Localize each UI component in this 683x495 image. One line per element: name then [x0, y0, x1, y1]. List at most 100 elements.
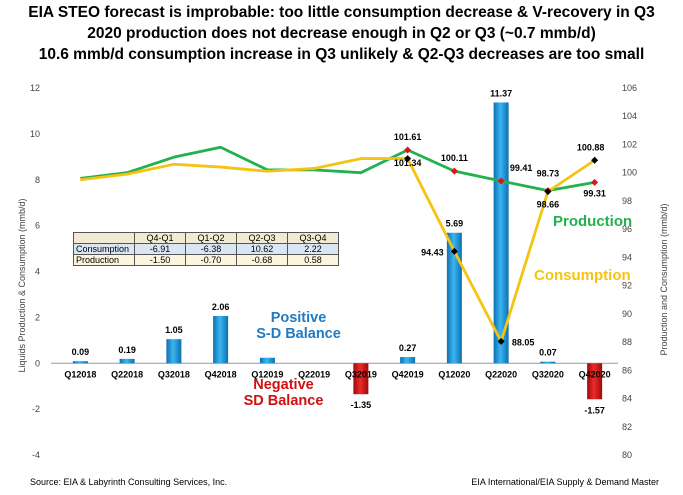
category-tick-label: Q32018 [158, 369, 190, 379]
left-axis-tick-label: -4 [32, 450, 40, 460]
bar-data-label: 2.06 [212, 302, 230, 312]
balance-bar [213, 315, 229, 364]
line-data-label: 100.88 [577, 142, 605, 152]
table-cell: 2.22 [287, 243, 339, 255]
right-axis-tick-label: 104 [622, 111, 637, 121]
negative-balance-annotation: Negative SD Balance [236, 377, 331, 410]
line-data-label: 98.66 [537, 200, 560, 210]
bar-data-label: 0.19 [118, 345, 136, 355]
category-tick-label: Q22018 [111, 369, 143, 379]
quarterly-change-table: Q4-Q1 Q1-Q2 Q2-Q3 Q3-Q4 Consumption -6.9… [73, 232, 339, 266]
table-cell: -0.68 [236, 254, 288, 266]
category-tick-label: Q42019 [392, 369, 424, 379]
consumption-line [80, 157, 596, 343]
right-axis-tick-label: 86 [622, 365, 632, 375]
line-data-label: 100.11 [441, 153, 468, 163]
left-axis-tick-label: 8 [35, 175, 40, 185]
right-axis-tick-label: 80 [622, 450, 632, 460]
left-axis-tick-label: 4 [35, 267, 40, 277]
right-axis-tick-label: 100 [622, 168, 637, 178]
category-tick-label: Q32020 [532, 369, 564, 379]
positive-balance-line-2: S-D Balance [256, 325, 341, 342]
table-row-production: Production -1.50 -0.70 -0.68 0.58 [73, 254, 339, 266]
title-line-3: 10.6 mmb/d consumption increase in Q3 un… [38, 46, 645, 63]
table-cell: -6.91 [134, 243, 186, 255]
line-data-label: 88.05 [512, 337, 535, 347]
table-cell: Consumption [73, 243, 135, 255]
production-marker [450, 167, 458, 175]
balance-bar [446, 232, 462, 364]
positive-balance-annotation: Positive S-D Balance [251, 310, 346, 343]
bar-data-label: 0.27 [399, 343, 417, 353]
right-axis-tick-label: 88 [622, 337, 632, 347]
balance-bar [587, 363, 603, 400]
table-row-consumption: Consumption -6.91 -6.38 10.62 2.22 [73, 243, 339, 255]
left-axis-tick-label: 12 [30, 83, 40, 93]
production-marker [497, 177, 505, 185]
line-data-label: 99.41 [510, 163, 533, 173]
table-header-cell: Q3-Q4 [287, 232, 339, 244]
balance-bar [259, 357, 275, 364]
left-axis-tick-label: -2 [32, 404, 40, 414]
title-line-2: 2020 production does not decrease enough… [87, 25, 596, 42]
bar-data-label: 0.09 [72, 347, 90, 357]
consumption-marker [497, 337, 505, 345]
left-axis-tick-label: 10 [30, 129, 40, 139]
table-cell: -1.50 [134, 254, 186, 266]
right-axis-tick-label: 94 [622, 252, 632, 262]
left-axis-tick-label: 2 [35, 312, 40, 322]
production-annotation: Production [553, 213, 633, 230]
bar-data-label: 1.05 [165, 325, 183, 335]
negative-balance-line-2: SD Balance [243, 392, 324, 409]
bar-data-label: -1.35 [351, 400, 372, 410]
balance-bar [72, 361, 88, 364]
consumption-marker [591, 156, 599, 164]
consumption-annotation: Consumption [534, 267, 631, 284]
footer-source: Source: EIA & Labyrinth Consulting Servi… [30, 477, 228, 487]
bar-data-label: -1.57 [584, 405, 605, 415]
balance-bar [540, 361, 556, 364]
right-axis-tick-label: 96 [622, 224, 632, 234]
left-axis-title: Liquids Production & Consumption (mmb/d) [17, 198, 27, 372]
bar-data-label: 0.07 [539, 348, 557, 358]
right-axis-tick-label: 106 [622, 83, 637, 93]
category-tick-label: Q12018 [64, 369, 96, 379]
right-axis-tick-label: 82 [622, 422, 632, 432]
bar-data-label: 5.69 [446, 219, 464, 229]
table-cell: -6.38 [185, 243, 237, 255]
right-axis-tick-label: 92 [622, 281, 632, 291]
line-data-label: 99.31 [583, 188, 606, 198]
production-marker [591, 178, 599, 186]
production-marker [404, 146, 412, 154]
category-tick-label: Q42020 [579, 369, 611, 379]
table-cell: -0.70 [185, 254, 237, 266]
balance-bar [400, 357, 416, 364]
right-axis-tick-label: 98 [622, 196, 632, 206]
bar-data-label: 11.37 [490, 88, 512, 98]
title-line-1: EIA STEO forecast is improbable: too lit… [28, 4, 655, 21]
balance-bar [353, 363, 369, 395]
footer-credit: EIA International/EIA Supply & Demand Ma… [471, 477, 659, 487]
category-tick-label: Q22019 [298, 369, 330, 379]
negative-balance-line-1: Negative [253, 377, 314, 393]
table-cell: 10.62 [236, 243, 288, 255]
right-axis-title: Production and Consumption (mmb/d) [659, 203, 669, 355]
left-axis-tick-label: 0 [35, 358, 40, 368]
line-data-label: 94.43 [421, 247, 444, 257]
line-data-label: 101.61 [394, 132, 422, 142]
balance-bar [119, 358, 135, 364]
category-tick-label: Q42018 [205, 369, 237, 379]
left-axis-tick-label: 6 [35, 221, 40, 231]
right-axis-tick-label: 102 [622, 139, 637, 149]
consumption-marker [544, 188, 552, 196]
category-tick-label: Q12019 [251, 369, 283, 379]
balance-bar [493, 102, 509, 364]
table-header-cell: Q2-Q3 [236, 232, 288, 244]
table-header-cell [73, 232, 135, 244]
positive-balance-line-1: Positive [270, 310, 327, 326]
table-header-cell: Q4-Q1 [134, 232, 186, 244]
right-axis-tick-label: 90 [622, 309, 632, 319]
table-cell: Production [73, 254, 135, 266]
